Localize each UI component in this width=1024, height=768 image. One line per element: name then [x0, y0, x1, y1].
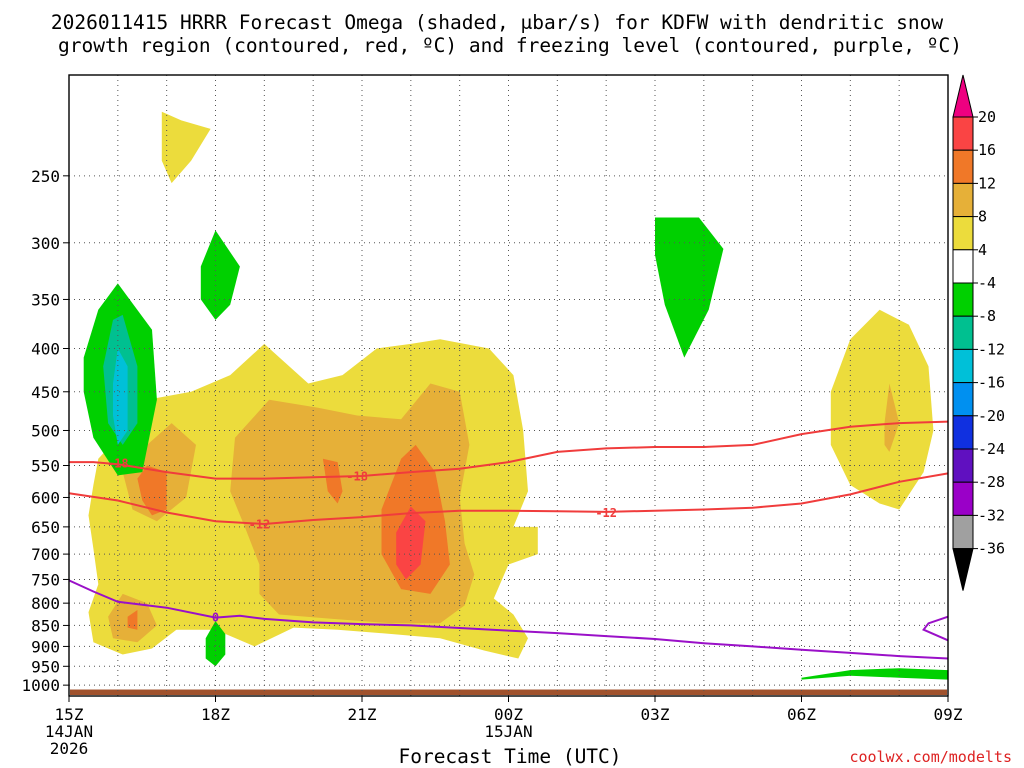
colorbar-cell-1 [952, 116, 974, 151]
contour-lines [68, 420, 949, 660]
x-tick-label-00Z: 00Z [494, 705, 523, 724]
omega-positive-12-16-center [322, 458, 343, 504]
omega-positive-4-8-upper-left [161, 111, 211, 184]
y-tick-label-550: 550 [31, 456, 60, 475]
colorbar-cell-12 [952, 481, 974, 516]
y-tick-label-800: 800 [31, 594, 60, 613]
omega-negative-4-8-lower-right [801, 668, 948, 680]
colorbar-label-9: -20 [978, 407, 1005, 425]
y-tick-label-950: 950 [31, 657, 60, 676]
colorbar-label-6: -8 [978, 307, 996, 325]
dgz-label-minus18-b: -18 [346, 470, 368, 484]
colorbar-label-0: 20 [978, 108, 996, 126]
dgz-label-minus12-b: -12 [595, 506, 617, 520]
x-tick-sublabel-00Z: 15JAN [484, 722, 532, 741]
colorbar-label-12: -32 [978, 506, 1005, 524]
y-tick-label-300: 300 [31, 234, 60, 253]
omega-positive-8-12-right [884, 383, 900, 452]
colorbar-label-7: -12 [978, 340, 1005, 358]
freezing-level-label: 0 [212, 611, 219, 625]
omega-positive-12-16-left [137, 465, 167, 516]
colorbar-label-2: 12 [978, 174, 996, 192]
x-tick-label-15Z: 15Z [55, 705, 84, 724]
x-tick-year-15Z: 2026 [50, 739, 89, 758]
colorbar-cell-2 [952, 149, 974, 184]
freezing-level-branch [922, 615, 949, 642]
y-tick-label-650: 650 [31, 518, 60, 537]
colorbar-label-5: -4 [978, 274, 996, 292]
y-axis-ticks: 250 300 350 400 450 500 550 600 650 700 750 800 850 9… [21, 167, 69, 695]
y-tick-label-500: 500 [31, 421, 60, 440]
x-axis-label: Forecast Time (UTC) [398, 745, 621, 768]
ground-layer [70, 689, 947, 695]
omega-negative-12-16-left [113, 348, 128, 445]
dgz-contour-minus12 [68, 472, 949, 526]
colorbar-cell-8 [952, 348, 974, 384]
colorbar-label-13: -36 [978, 540, 1005, 558]
y-tick-label-600: 600 [31, 488, 60, 507]
y-tick-label-250: 250 [31, 167, 60, 186]
dgz-label-minus18-a: -18 [107, 456, 129, 470]
colorbar-cell-6 [952, 282, 974, 317]
colorbar-bottom-arrow [952, 548, 974, 591]
dgz-label-minus12-a: -12 [249, 518, 271, 532]
dgz-contour-minus18 [69, 420, 949, 480]
y-tick-label-400: 400 [31, 340, 60, 359]
x-tick-label-21Z: 21Z [348, 705, 377, 724]
gridlines [69, 75, 948, 696]
omega-positive-12-16-lower-left [127, 610, 138, 630]
y-tick-label-1000: 1000 [21, 676, 60, 695]
colorbar-cell-7 [952, 315, 974, 350]
omega-negative-4-8-upper [200, 230, 240, 320]
colorbar-cell-9 [952, 382, 974, 417]
colorbar-label-3: 8 [978, 208, 987, 226]
y-tick-label-750: 750 [31, 570, 60, 589]
colorbar-top-arrow [952, 74, 974, 118]
chart-title-line-1: 2026011415 HRRR Forecast Omega (shaded, … [51, 11, 943, 34]
y-tick-label-900: 900 [31, 637, 60, 656]
colorbar: 20 16 12 8 4 -4 -8 -12 -16 -20 -24 -28 -32 -36 [952, 74, 1005, 591]
ground-strip [70, 689, 947, 695]
colorbar-cell-4 [952, 216, 974, 251]
colorbar-label-4: 4 [978, 241, 987, 259]
x-tick-sublabel-15Z: 14JAN [45, 722, 93, 741]
credit-text: coolwx.com/modelts [849, 748, 1012, 766]
chart-title-line-2: growth region (contoured, red, ºC) and f… [58, 34, 962, 57]
colorbar-label-10: -24 [978, 440, 1005, 458]
x-tick-label-06Z: 06Z [787, 705, 816, 724]
omega-shaded-regions [83, 111, 948, 680]
x-tick-label-18Z: 18Z [201, 705, 230, 724]
colorbar-cell-5 [952, 249, 974, 284]
colorbar-cell-10 [952, 415, 974, 450]
freezing-level-line [68, 579, 949, 660]
y-tick-label-350: 350 [31, 290, 60, 309]
omega-positive-16-20-center [396, 506, 426, 580]
colorbar-cell-13 [952, 514, 974, 550]
colorbar-label-8: -16 [978, 374, 1005, 392]
colorbar-cell-11 [952, 448, 974, 483]
y-tick-label-450: 450 [31, 383, 60, 402]
contour-labels: -18 -18 -12 -12 0 [107, 456, 617, 625]
colorbar-label-1: 16 [978, 141, 996, 159]
colorbar-label-11: -28 [978, 473, 1005, 491]
y-tick-label-700: 700 [31, 545, 60, 564]
omega-negative-4-8-lower [205, 621, 226, 667]
x-tick-label-09Z: 09Z [934, 705, 963, 724]
omega-positive-4-8-right [830, 309, 934, 510]
omega-negative-4-8-upper-right [655, 217, 724, 358]
y-tick-label-850: 850 [31, 616, 60, 635]
x-tick-label-03Z: 03Z [641, 705, 670, 724]
colorbar-cell-3 [952, 182, 974, 218]
